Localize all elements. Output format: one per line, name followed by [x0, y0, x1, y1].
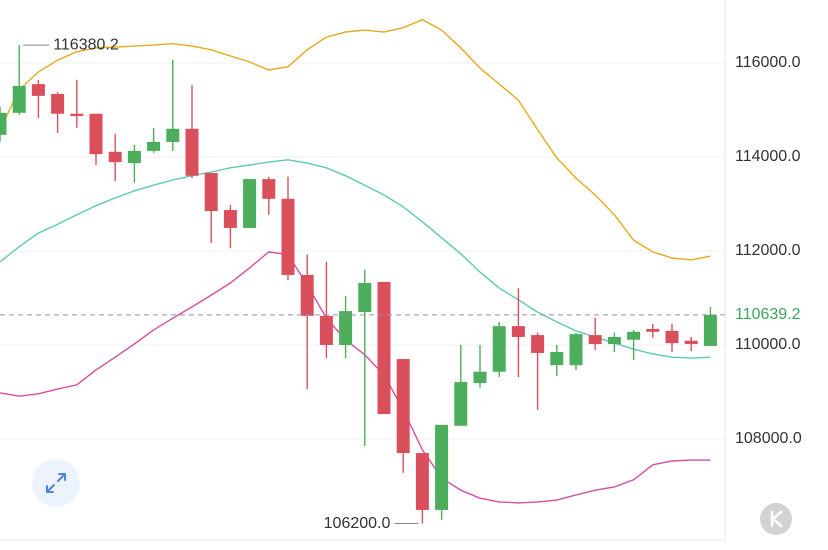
candle-body: [531, 335, 545, 353]
logo-icon: [770, 510, 783, 528]
candle-body: [435, 424, 449, 510]
candle-body: [281, 198, 295, 275]
candle-body: [454, 382, 468, 426]
candle-body: [89, 113, 103, 155]
candle-body: [185, 128, 199, 176]
last-price-label: 110639.2: [735, 306, 801, 323]
expand-button-bg[interactable]: [32, 459, 80, 507]
y-tick-label: 116000.0: [735, 54, 801, 71]
candle-body: [492, 326, 506, 372]
expand-icon: [46, 473, 66, 493]
candle-body: [684, 340, 698, 345]
candle-body: [300, 274, 314, 316]
y-axis: 108000.0 110000.0 112000.0 114000.0 116000.0: [735, 54, 802, 447]
candle-body: [204, 172, 218, 212]
plot-area: [0, 18, 717, 524]
low-label: 106200.0: [324, 515, 391, 532]
candle-body: [127, 150, 141, 164]
candle-body: [473, 371, 487, 384]
candle-body: [70, 113, 84, 117]
candle-body: [12, 86, 26, 113]
logo-bg: [760, 503, 792, 535]
candle-body: [396, 359, 410, 454]
candle-body: [319, 315, 333, 345]
candle-body: [550, 352, 564, 366]
high-label: 116380.2: [53, 36, 119, 53]
candle-body: [377, 281, 391, 415]
candle-body: [588, 335, 602, 345]
candle-body: [511, 326, 525, 337]
candle-body: [569, 334, 583, 366]
candle-body: [607, 336, 621, 345]
candle-body: [358, 282, 372, 313]
candle-body: [108, 151, 122, 163]
logo: [760, 503, 792, 535]
y-tick-label: 114000.0: [735, 148, 801, 165]
band-line: [0, 251, 711, 504]
candle-body: [262, 179, 276, 199]
candle-body: [627, 331, 641, 340]
candle-body: [223, 210, 237, 228]
band-line: [0, 18, 711, 261]
candle-body: [31, 84, 45, 96]
candle-body: [646, 328, 660, 332]
candle-body: [147, 141, 161, 151]
y-tick-label: 110000.0: [735, 336, 801, 353]
candle-body: [0, 112, 7, 135]
y-tick-label: 108000.0: [735, 430, 802, 447]
candle-body: [166, 128, 180, 142]
candle-body: [243, 179, 257, 228]
candle-body: [415, 453, 429, 510]
candle-body: [339, 311, 353, 345]
candle-body: [51, 93, 65, 114]
annotations: 116380.2 106200.0 110639.2: [0, 36, 801, 532]
expand-button[interactable]: [32, 459, 80, 507]
y-tick-label: 112000.0: [735, 242, 801, 259]
candle-body: [703, 314, 717, 346]
candle-body: [665, 330, 679, 344]
